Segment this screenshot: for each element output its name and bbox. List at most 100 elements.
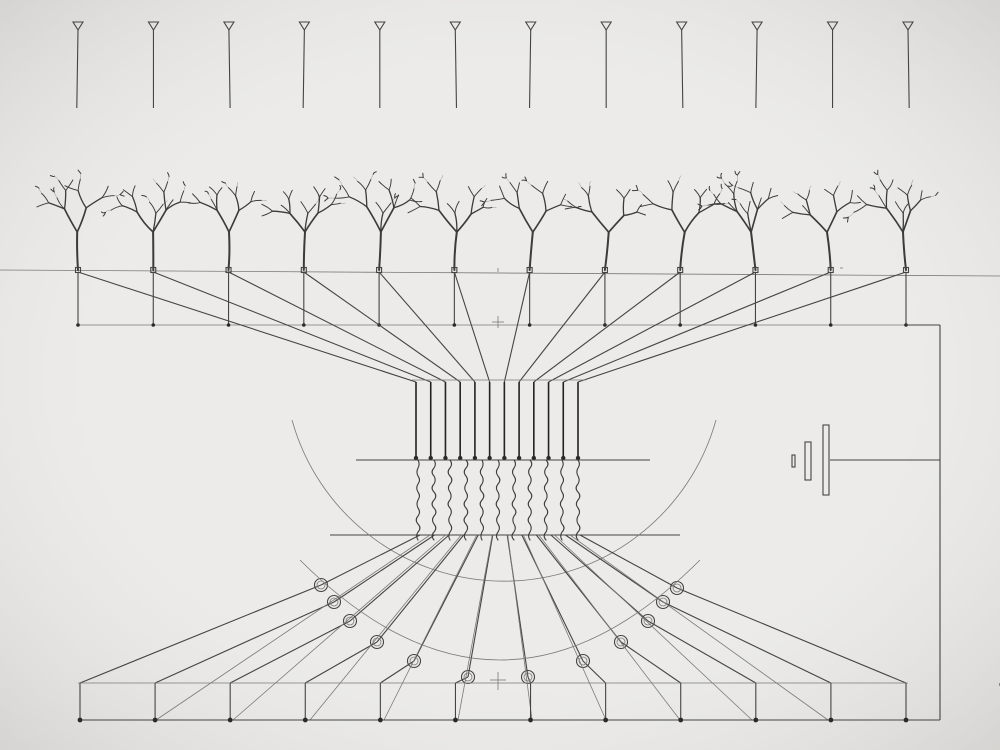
wavy-fiber bbox=[575, 459, 581, 541]
tree-branch bbox=[427, 181, 437, 193]
tree-branch bbox=[853, 204, 868, 213]
tree-branch bbox=[885, 189, 888, 209]
tree-branch bbox=[481, 184, 486, 189]
capacitor-symbol-icon bbox=[791, 424, 830, 496]
ring-node-icon bbox=[406, 653, 422, 669]
ring-node-icon bbox=[520, 669, 536, 685]
bottom-terminal bbox=[678, 717, 684, 723]
tree-branch bbox=[375, 201, 384, 214]
tree-branch bbox=[234, 195, 240, 211]
tree-branch bbox=[906, 194, 912, 212]
tree-branch bbox=[454, 212, 458, 233]
tree-branch bbox=[767, 187, 772, 200]
tree-branch bbox=[162, 200, 168, 205]
tree-branch bbox=[435, 180, 441, 193]
tree-branch bbox=[560, 204, 573, 208]
tree-branch bbox=[319, 188, 326, 198]
tree-branch bbox=[678, 175, 681, 182]
antenna-stem bbox=[907, 29, 910, 109]
tree-branch bbox=[886, 179, 894, 191]
bus-junction bbox=[226, 323, 231, 327]
tree-branch bbox=[564, 206, 576, 210]
ring-node-icon bbox=[313, 577, 329, 593]
tree-branch bbox=[334, 176, 340, 181]
converging-lines bbox=[77, 271, 907, 383]
converging-line bbox=[503, 271, 531, 383]
inner-lower-line bbox=[538, 534, 681, 721]
lower-fan-line bbox=[304, 641, 378, 684]
tree-branch bbox=[757, 197, 762, 210]
tree-branch bbox=[563, 198, 568, 202]
wavy-fiber bbox=[463, 459, 469, 541]
tree-branch bbox=[623, 188, 631, 199]
antenna-stem bbox=[755, 29, 758, 109]
ring-node-icon bbox=[640, 613, 656, 629]
tree-branch bbox=[709, 190, 714, 195]
tree-branch bbox=[792, 211, 811, 216]
tree-branch bbox=[100, 211, 106, 214]
ring-node-icon bbox=[655, 594, 671, 610]
inner-lower-line bbox=[522, 534, 607, 721]
tree-branch bbox=[167, 176, 170, 182]
tree-branch bbox=[34, 185, 40, 189]
tree-branch bbox=[720, 183, 723, 189]
bottom-terminal bbox=[152, 717, 158, 723]
converging-line bbox=[303, 271, 461, 383]
wavy-fiber bbox=[559, 459, 565, 541]
tree-branch bbox=[756, 198, 769, 210]
tree-branch bbox=[698, 203, 715, 214]
tree-branch bbox=[300, 201, 309, 214]
tree-branch bbox=[750, 192, 759, 210]
converging-line bbox=[533, 271, 681, 383]
fiber-node bbox=[561, 455, 566, 461]
tree-branch bbox=[906, 184, 913, 196]
tree-branch bbox=[116, 196, 123, 207]
tree-branch bbox=[683, 211, 700, 234]
tree-branch bbox=[581, 187, 589, 197]
lower-fan-line bbox=[467, 534, 494, 678]
tree-branch bbox=[101, 185, 109, 199]
tree-branch bbox=[780, 201, 785, 206]
tree-branch bbox=[833, 185, 839, 196]
tree-branch bbox=[832, 194, 838, 213]
tree-branch bbox=[152, 178, 157, 184]
bottom-terminal bbox=[603, 717, 609, 723]
tree-branch bbox=[412, 178, 416, 184]
outer-arc bbox=[291, 419, 717, 582]
bus-junction bbox=[151, 323, 156, 327]
converging-line bbox=[563, 271, 831, 383]
tree-branch bbox=[47, 202, 66, 210]
tree-icon bbox=[261, 185, 346, 274]
tree-branch bbox=[236, 182, 238, 188]
bottom-terminal bbox=[227, 717, 233, 723]
cone-marker-icon bbox=[675, 21, 688, 32]
ring-node-icon bbox=[369, 634, 385, 650]
tree-branch bbox=[636, 204, 643, 213]
center-marks bbox=[490, 267, 843, 690]
tree-branch bbox=[739, 203, 749, 215]
central-bundle bbox=[291, 382, 717, 582]
tree-branch bbox=[518, 207, 534, 233]
tree-branch bbox=[750, 181, 754, 194]
tree-branch bbox=[77, 189, 87, 209]
tree-branch bbox=[516, 182, 520, 194]
bus-junction bbox=[76, 323, 80, 327]
tree-branch bbox=[54, 176, 59, 181]
inner-arc bbox=[299, 559, 701, 661]
tree-branch bbox=[793, 191, 798, 195]
tree-branch bbox=[727, 202, 738, 213]
tree-icon bbox=[187, 180, 267, 274]
bottom-terminal bbox=[377, 717, 383, 723]
tree-branch bbox=[378, 181, 390, 191]
tree-branch bbox=[221, 180, 227, 184]
cone-marker-icon bbox=[751, 21, 764, 32]
tree-branch bbox=[380, 212, 384, 233]
tree-branch bbox=[750, 208, 759, 234]
tree-branch bbox=[101, 195, 115, 199]
antenna bbox=[147, 21, 160, 108]
tree-branch bbox=[302, 231, 306, 271]
tree-branch bbox=[809, 214, 828, 234]
tree-branch bbox=[155, 203, 164, 214]
